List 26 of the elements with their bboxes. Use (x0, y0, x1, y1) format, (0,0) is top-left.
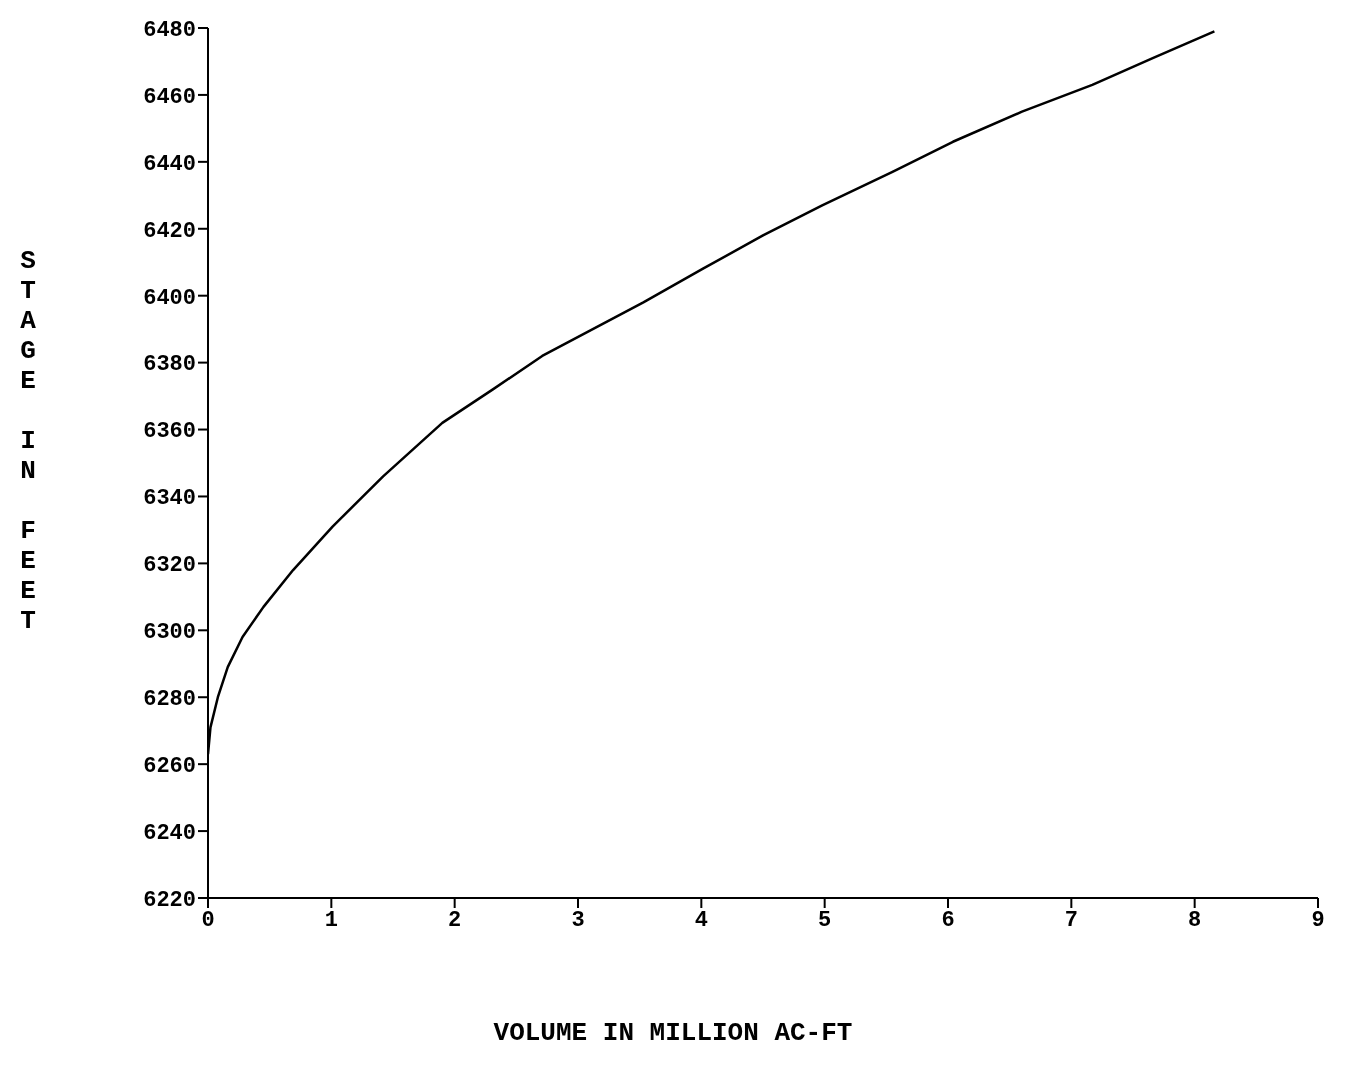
y-tick-label: 6340 (143, 486, 196, 512)
y-tick-label: 6320 (143, 553, 196, 579)
y-tick-label: 6300 (143, 620, 196, 646)
y-tick-label: 6220 (143, 887, 196, 913)
x-tick-label: 5 (818, 907, 832, 933)
text: STAGE IN FEET (20, 246, 36, 636)
x-tick-label: 2 (448, 907, 462, 933)
y-tick-label: 6280 (143, 687, 196, 713)
x-tick-label: 6 (941, 907, 955, 933)
x-tick-label: 8 (1188, 907, 1202, 933)
y-tick-label: 6400 (143, 285, 196, 311)
x-tick-label: 3 (571, 907, 585, 933)
y-tick-label: 6260 (143, 753, 196, 779)
x-axis-title: VOLUME IN MILLION AC-FT (492, 1018, 854, 1048)
x-tick-label: 0 (201, 907, 215, 933)
x-tick-label: 1 (324, 907, 338, 933)
x-tick-label: 7 (1064, 907, 1078, 933)
x-tick-label: 4 (694, 907, 708, 933)
y-tick-label: 6480 (143, 17, 196, 43)
y-tick-label: 6460 (143, 84, 196, 110)
y-tick-label: 6380 (143, 352, 196, 378)
y-tick-label: 6240 (143, 820, 196, 846)
x-tick-label: 9 (1311, 907, 1325, 933)
y-tick-label: 6420 (143, 218, 196, 244)
y-tick-label: 6360 (143, 419, 196, 445)
y-tick-label: 6440 (143, 151, 196, 177)
